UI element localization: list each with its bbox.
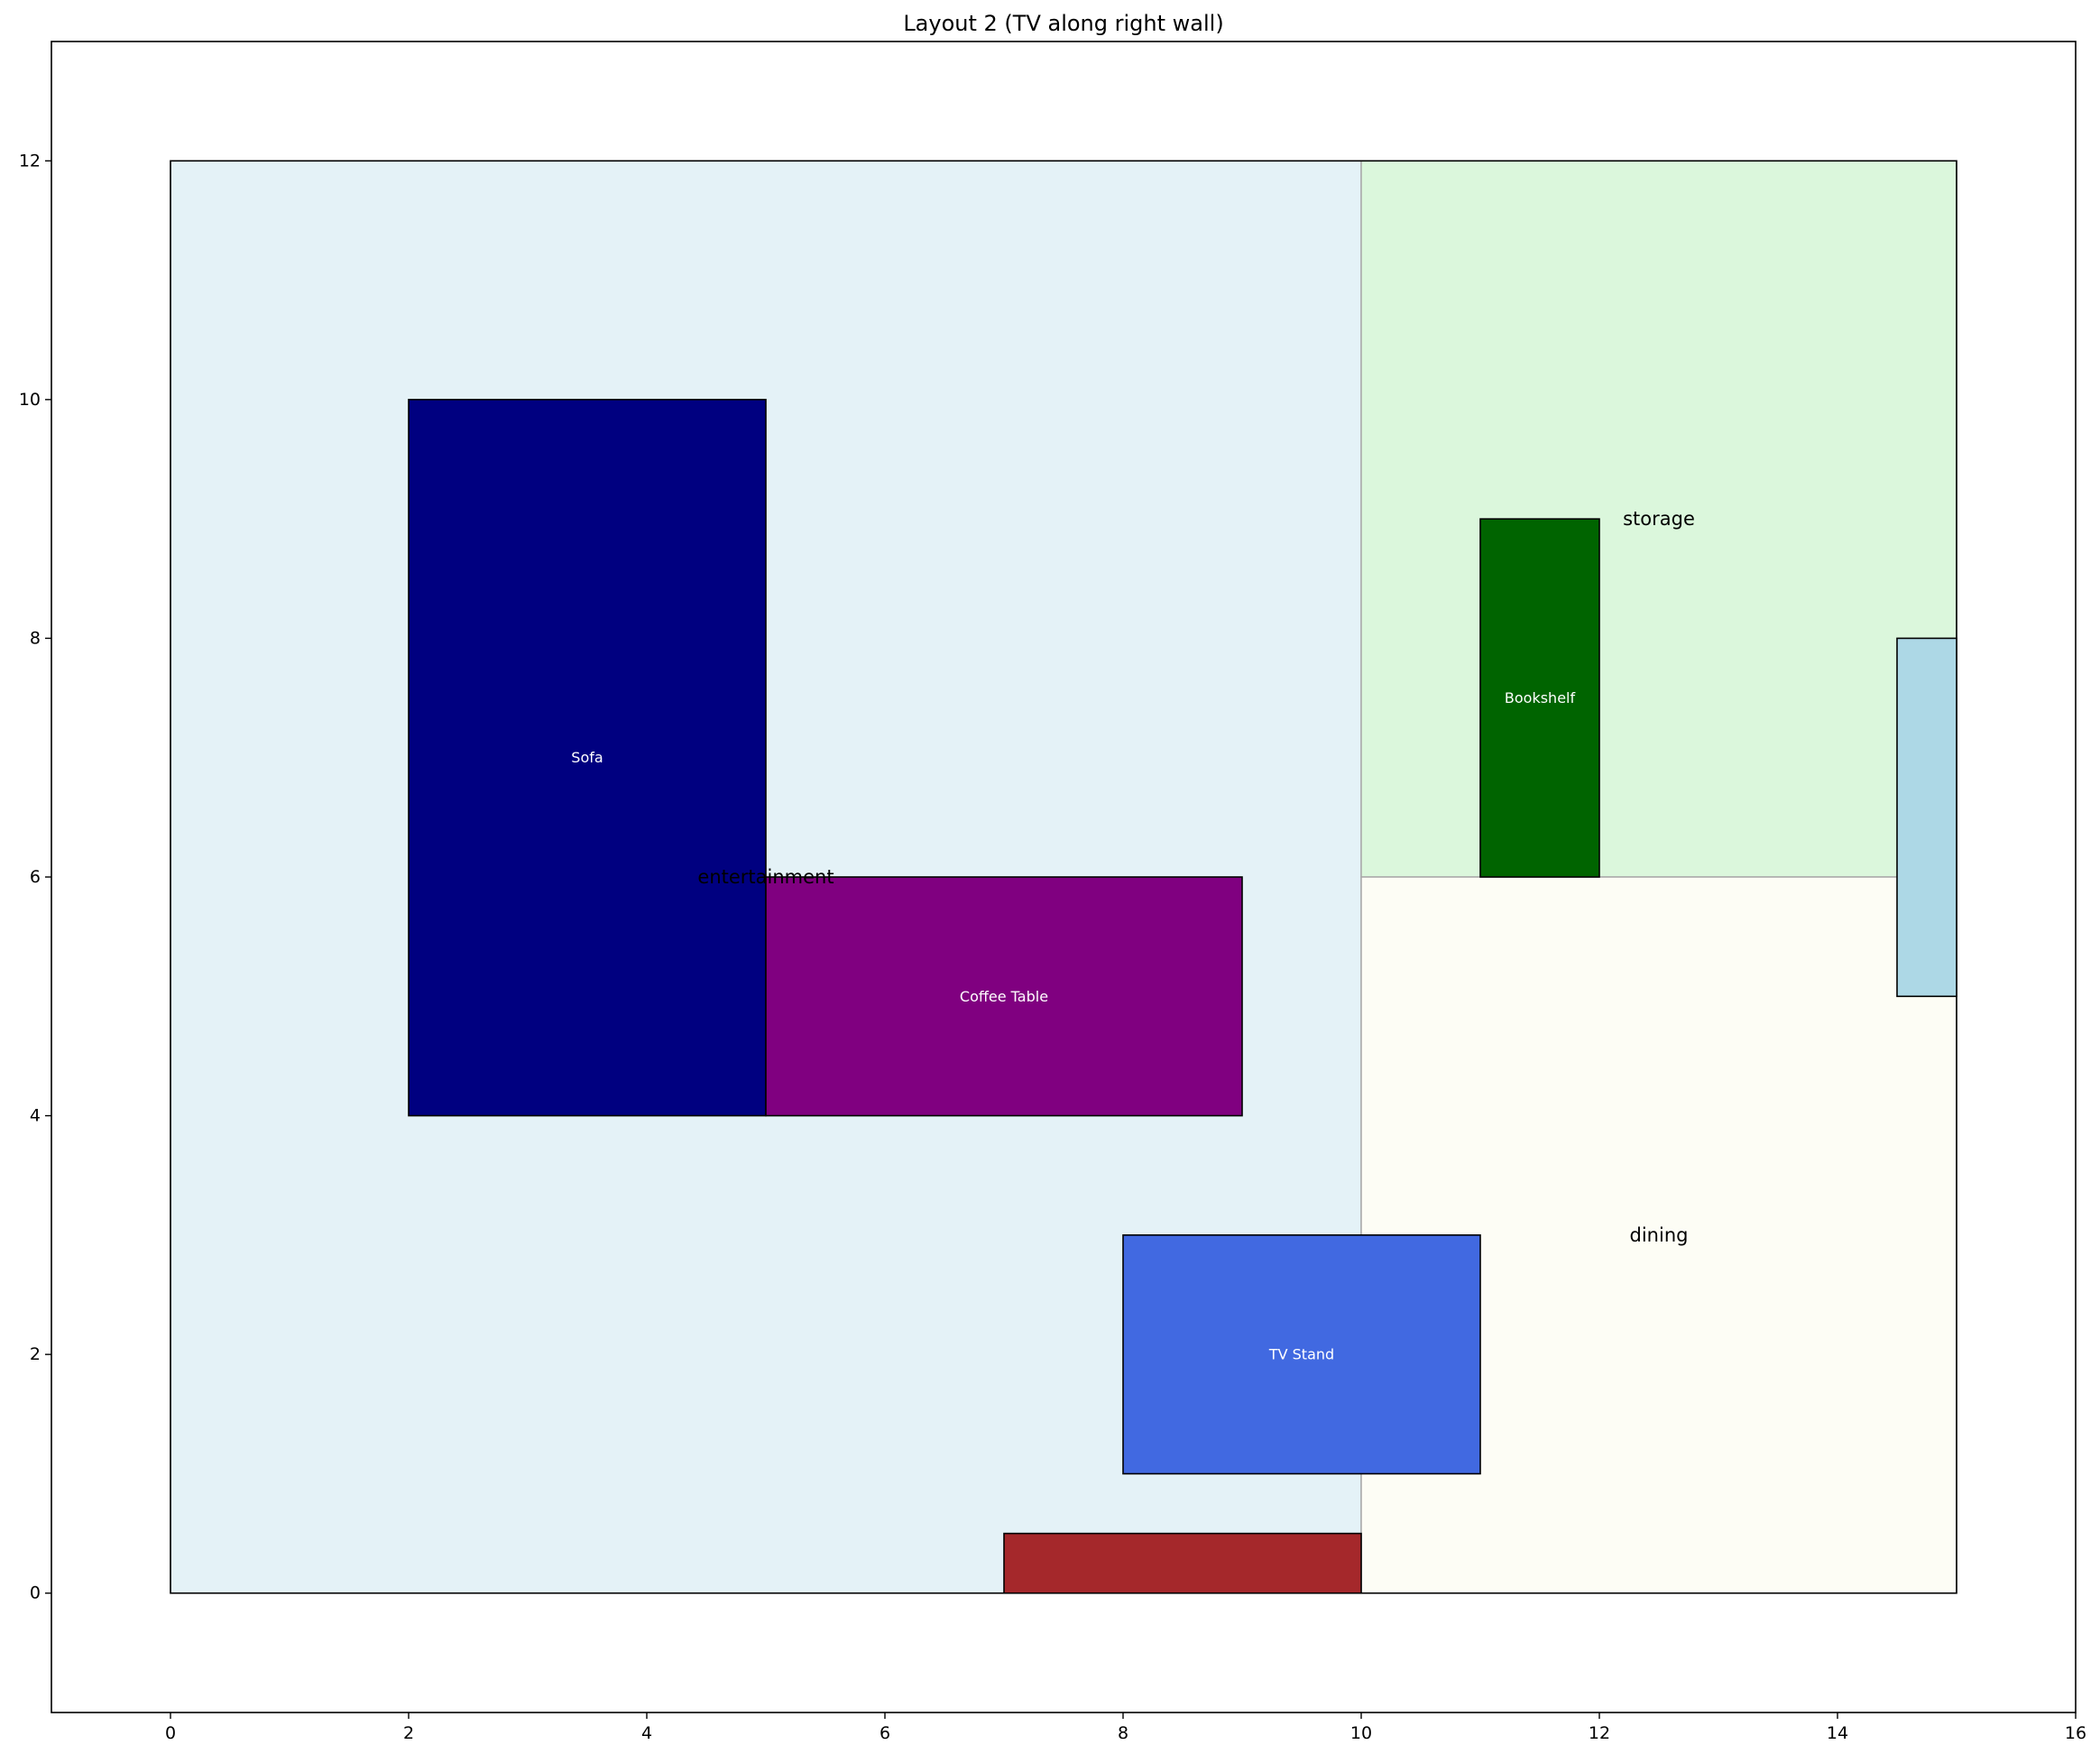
furniture-label-bookshelf: Bookshelf — [1505, 689, 1576, 706]
x-tick-label: 2 — [403, 1723, 414, 1743]
x-tick-label: 6 — [880, 1723, 890, 1743]
furniture-label-tv-stand: TV Stand — [1268, 1346, 1334, 1363]
furniture-coffee-table — [765, 876, 1243, 1117]
furniture-tv-stand — [1122, 1234, 1481, 1475]
plot-area: Sofa Coffee Table TV Stand Bookshelf enterta… — [19, 41, 2086, 1743]
y-tick-label: 6 — [30, 867, 41, 887]
chart-title: Layout 2 (TV along right wall) — [903, 11, 1223, 36]
y-tick-label: 4 — [30, 1106, 41, 1126]
x-tick-label: 12 — [1589, 1723, 1610, 1743]
y-tick-label: 0 — [30, 1583, 41, 1603]
opening-2 — [1896, 637, 1957, 998]
x-tick-label: 16 — [2065, 1723, 2086, 1743]
zone-label-storage: storage — [1623, 508, 1695, 530]
x-tick-label: 0 — [165, 1723, 176, 1743]
x-tick-label: 14 — [1827, 1723, 1848, 1743]
furniture-bookshelf — [1479, 518, 1600, 878]
y-tick-label: 2 — [30, 1344, 41, 1364]
y-tick-label: 12 — [19, 151, 41, 171]
zone-label-entertainment: entertainment — [697, 866, 834, 888]
x-tick-label: 8 — [1118, 1723, 1128, 1743]
furniture-label-coffee-table: Coffee Table — [960, 988, 1048, 1005]
y-tick-label: 8 — [30, 628, 41, 648]
opening-1 — [1003, 1532, 1362, 1594]
x-tick-label: 4 — [641, 1723, 652, 1743]
furniture-label-sofa: Sofa — [571, 749, 603, 766]
x-tick-label: 10 — [1350, 1723, 1372, 1743]
furniture-sofa — [408, 399, 767, 1117]
zone-label-dining: dining — [1630, 1224, 1689, 1246]
y-tick-label: 10 — [19, 390, 41, 410]
